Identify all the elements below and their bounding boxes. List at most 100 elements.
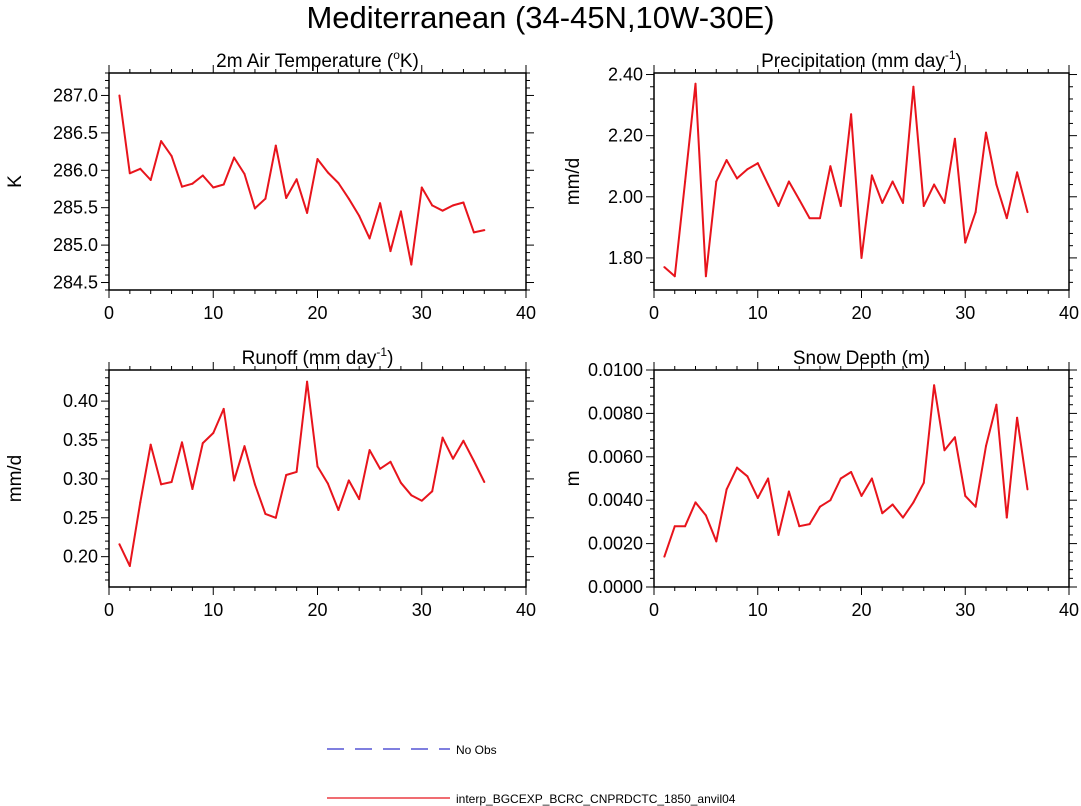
data-point [149, 179, 152, 182]
y-tick-label: 0.0040 [588, 490, 643, 510]
data-point [233, 479, 236, 482]
chart-title: Snow Depth (m) [793, 348, 930, 369]
x-tick-label: 30 [412, 600, 432, 620]
data-point [860, 494, 863, 497]
data-point [441, 209, 444, 212]
x-tick-label: 0 [649, 600, 659, 620]
x-tick-label: 10 [203, 303, 223, 323]
data-point [715, 180, 718, 183]
data-point [663, 266, 666, 269]
data-point [912, 85, 915, 88]
y-tick-label: 0.0060 [588, 447, 643, 467]
data-point [953, 436, 956, 439]
data-point [1005, 516, 1008, 519]
x-tick-label: 20 [307, 303, 327, 323]
data-point [243, 445, 246, 448]
x-tick-label: 40 [516, 600, 536, 620]
data-point [1005, 217, 1008, 220]
legend-label-no-obs: No Obs [456, 743, 497, 757]
y-tick-label: 0.0000 [588, 577, 643, 597]
data-point [472, 460, 475, 462]
data-point [1016, 416, 1019, 419]
x-tick-label: 0 [649, 303, 659, 323]
data-point [420, 186, 423, 189]
y-tick-label: 287.0 [53, 85, 98, 105]
data-point [212, 432, 215, 434]
data-point [462, 439, 465, 442]
data-point [985, 444, 987, 447]
y-tick-label: 2.40 [608, 65, 643, 85]
data-point [922, 204, 925, 207]
data-point [974, 505, 977, 508]
data-point [128, 172, 131, 175]
data-point [201, 174, 204, 177]
data-point [839, 204, 842, 207]
data-point [222, 183, 225, 186]
data-point [767, 183, 770, 186]
data-point [306, 380, 309, 383]
x-tick-label: 0 [104, 303, 114, 323]
x-tick-label: 20 [851, 600, 871, 620]
data-point [326, 482, 329, 485]
data-point [410, 263, 413, 266]
data-point [736, 466, 738, 469]
data-point [725, 159, 728, 162]
data-point [264, 197, 267, 200]
data-point [985, 131, 987, 134]
data-point [704, 275, 707, 278]
data-point [285, 196, 288, 199]
data-point [777, 533, 780, 536]
data-point [274, 144, 277, 147]
data-point [1026, 488, 1029, 491]
data-point [995, 183, 998, 186]
data-point [881, 201, 884, 204]
x-tick-label: 40 [1059, 600, 1079, 620]
data-point [347, 197, 350, 200]
x-tick-label: 40 [1059, 303, 1079, 323]
data-point [253, 483, 256, 486]
data-point [736, 177, 738, 180]
data-point [139, 501, 142, 504]
data-point [715, 540, 718, 543]
data-point [326, 171, 329, 174]
data-point [850, 470, 853, 473]
y-tick-label: 1.80 [608, 248, 643, 268]
data-point [819, 217, 821, 220]
y-tick-label: 2.20 [608, 126, 643, 146]
data-point [870, 174, 873, 177]
data-point [452, 204, 455, 207]
data-point [808, 217, 811, 220]
y-axis-label: mm/d [5, 455, 26, 503]
data-point [787, 180, 790, 183]
data-point [870, 477, 873, 480]
data-point [933, 384, 936, 387]
data-point [431, 490, 434, 493]
data-point [1016, 171, 1019, 174]
data-point [274, 516, 277, 519]
plot-frame [108, 72, 527, 291]
chart-title: 2m Air Temperature (oK) [216, 48, 419, 72]
data-series-line [118, 95, 485, 266]
data-point [953, 137, 956, 140]
data-point [964, 241, 967, 244]
y-tick-label: 285.5 [53, 198, 98, 218]
y-tick-label: 0.25 [63, 508, 98, 528]
data-point [673, 275, 676, 278]
data-point [860, 256, 863, 259]
y-tick-label: 286.5 [53, 123, 98, 143]
data-point [1026, 211, 1029, 214]
data-point [943, 201, 946, 204]
data-point [358, 498, 361, 501]
chart-panel-1: 2m Air Temperature (oK) 0 10 20 30 40 284.5 285… [5, 48, 536, 323]
chart-panel-2: Precipitation (mm day-1) 0 10 20 30 40 1.80 2.0… [563, 48, 1079, 323]
y-tick-label: 0.0080 [588, 403, 643, 423]
data-point [399, 210, 402, 213]
data-point [347, 479, 350, 482]
x-tick-label: 10 [748, 303, 768, 323]
data-point [149, 443, 152, 446]
data-point [694, 501, 697, 504]
page-title: Mediterranean (34-45N,10W-30E) [306, 0, 775, 35]
y-tick-label: 0.20 [63, 547, 98, 567]
data-point [995, 403, 998, 406]
